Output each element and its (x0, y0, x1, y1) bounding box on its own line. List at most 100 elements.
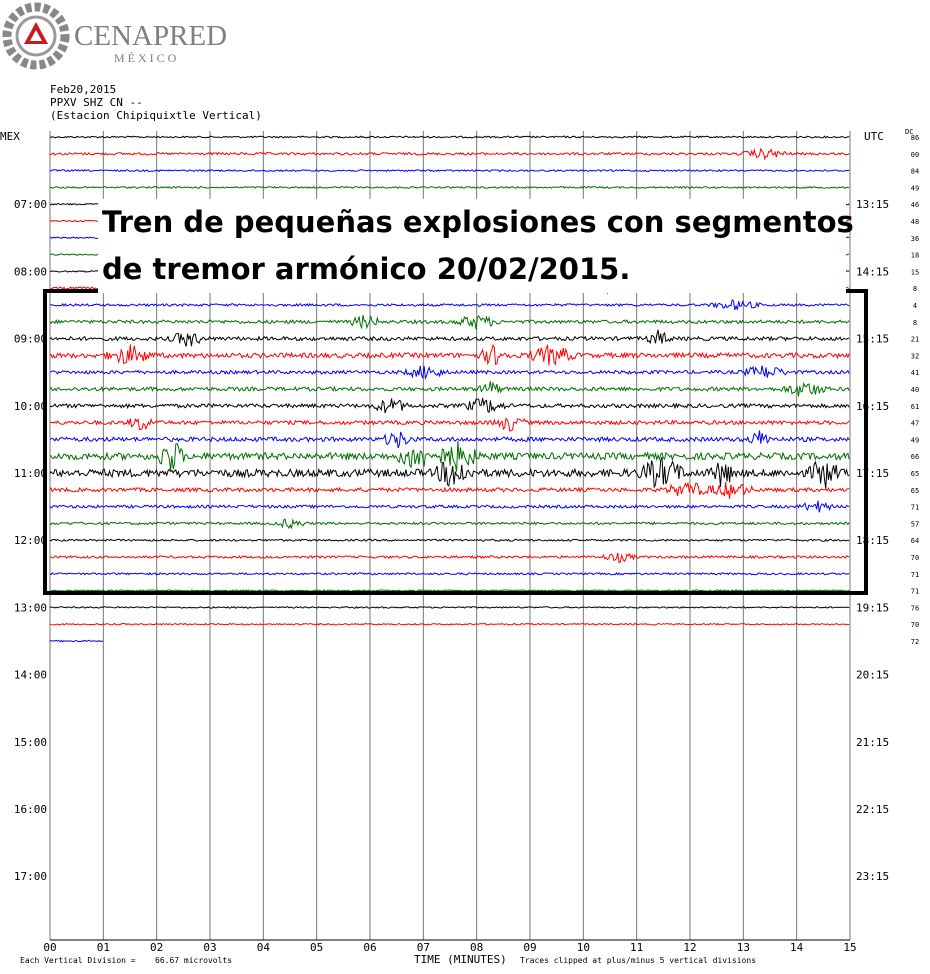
right-hour-label: 21:15 (856, 736, 889, 749)
right-axis-label: UTC (864, 130, 884, 143)
annotation-line-2: de tremor armónico 20/02/2015. (102, 252, 631, 286)
dc-value: 48 (911, 218, 919, 226)
trace-row (49, 365, 850, 381)
x-tick-label: 13 (737, 941, 750, 954)
right-hour-label: 22:15 (856, 803, 889, 816)
x-tick-label: 05 (310, 941, 323, 954)
left-hour-label: 12:00 (14, 534, 47, 547)
dc-value: 70 (911, 621, 919, 629)
trace-row (49, 329, 850, 347)
left-axis-label: MEX (0, 130, 20, 143)
dc-value: 21 (911, 336, 919, 344)
right-hour-label: 16:15 (856, 400, 889, 413)
dc-value: 86 (911, 134, 919, 142)
dc-value: 65 (911, 470, 919, 478)
trace-row (49, 397, 850, 414)
left-hour-label: 13:00 (14, 601, 47, 614)
trace-row (49, 552, 850, 564)
trace-row (49, 518, 850, 530)
dc-value: 47 (911, 420, 919, 428)
helicorder-date: Feb20,2015 (50, 83, 117, 96)
dc-value: 46 (911, 201, 919, 209)
trace-row (50, 185, 850, 189)
left-hour-label: 14:00 (14, 669, 47, 682)
station-code: PPXV SHZ CN -- (50, 96, 143, 109)
trace-row (49, 605, 850, 609)
right-hour-label: 17:15 (856, 467, 889, 480)
dc-value: 64 (911, 537, 919, 545)
trace-row (49, 343, 850, 366)
dc-value: 36 (911, 235, 919, 243)
x-tick-label: 07 (417, 941, 430, 954)
trace-row (49, 456, 850, 489)
right-hour-label: 14:15 (856, 265, 889, 278)
trace-row (49, 135, 850, 139)
trace-row (49, 538, 850, 542)
trace-row (49, 299, 850, 310)
x-axis-label: TIME (MINUTES) (414, 953, 507, 966)
trace-row (49, 639, 104, 643)
dc-value: 49 (911, 184, 919, 192)
annotation-line-1: Tren de pequeñas explosiones con segment… (102, 205, 854, 239)
dc-value: 76 (911, 604, 919, 612)
dc-value: 40 (911, 386, 919, 394)
dc-value: 18 (911, 252, 919, 260)
right-hour-label: 19:15 (856, 601, 889, 614)
dc-value: 57 (911, 520, 919, 528)
x-tick-label: 04 (257, 941, 271, 954)
x-tick-label: 08 (470, 941, 483, 954)
logo-country: MÉXICO (114, 51, 179, 65)
dc-value: 70 (911, 554, 919, 562)
dc-value: 65 (911, 487, 919, 495)
x-tick-label: 00 (43, 941, 56, 954)
dc-value: 72 (911, 638, 919, 646)
left-hour-label: 08:00 (14, 265, 47, 278)
dc-value: 71 (911, 588, 919, 596)
x-tick-label: 09 (523, 941, 536, 954)
dc-value: 61 (911, 403, 919, 411)
footer-clip-note: Traces clipped at plus/minus 5 vertical … (520, 956, 756, 965)
annotation-callout: Tren de pequeñas explosiones con segment… (98, 199, 854, 293)
dc-value: 15 (911, 268, 919, 276)
x-tick-label: 02 (150, 941, 163, 954)
trace-row (49, 622, 850, 626)
dc-value: 41 (911, 369, 919, 377)
left-hour-label: 10:00 (14, 400, 47, 413)
dc-value: 71 (911, 571, 919, 579)
cenapred-logo: CENAPRED MÉXICO (2, 2, 227, 70)
logo-name: CENAPRED (74, 20, 227, 52)
left-hour-label: 15:00 (14, 736, 47, 749)
dc-value: 71 (911, 504, 919, 512)
trace-row (49, 381, 850, 397)
footer-division-label: Each Vertical Division = (20, 956, 136, 965)
footer-division-value: 66.67 microvolts (155, 956, 232, 965)
dc-value: 4 (913, 302, 917, 310)
dc-value: 8 (913, 285, 917, 293)
left-hour-label: 07:00 (14, 198, 47, 211)
dc-value: 49 (911, 436, 919, 444)
trace-row (49, 314, 850, 330)
x-tick-label: 15 (843, 941, 856, 954)
left-hour-label: 17:00 (14, 870, 47, 883)
trace-row (49, 430, 850, 449)
axis-labels: 8600844946483618158482132414061474966656… (0, 128, 919, 966)
trace-row (49, 440, 850, 472)
dc-value: 32 (911, 352, 919, 360)
x-tick-label: 06 (363, 941, 376, 954)
trace-row (49, 572, 850, 576)
left-hour-label: 16:00 (14, 803, 47, 816)
trace-row (49, 169, 850, 173)
right-hour-label: 20:15 (856, 669, 889, 682)
trace-row (49, 589, 850, 593)
dc-value: 66 (911, 453, 919, 461)
station-name: (Estacion Chipiquixtle Vertical) (50, 109, 262, 122)
right-hour-label: 13:15 (856, 198, 889, 211)
x-tick-label: 12 (683, 941, 696, 954)
dc-value: 00 (911, 151, 919, 159)
right-hour-label: 15:15 (856, 333, 889, 346)
left-hour-label: 11:00 (14, 467, 47, 480)
x-tick-label: 11 (630, 941, 643, 954)
dc-value: 84 (911, 168, 919, 176)
trace-row (49, 500, 850, 513)
